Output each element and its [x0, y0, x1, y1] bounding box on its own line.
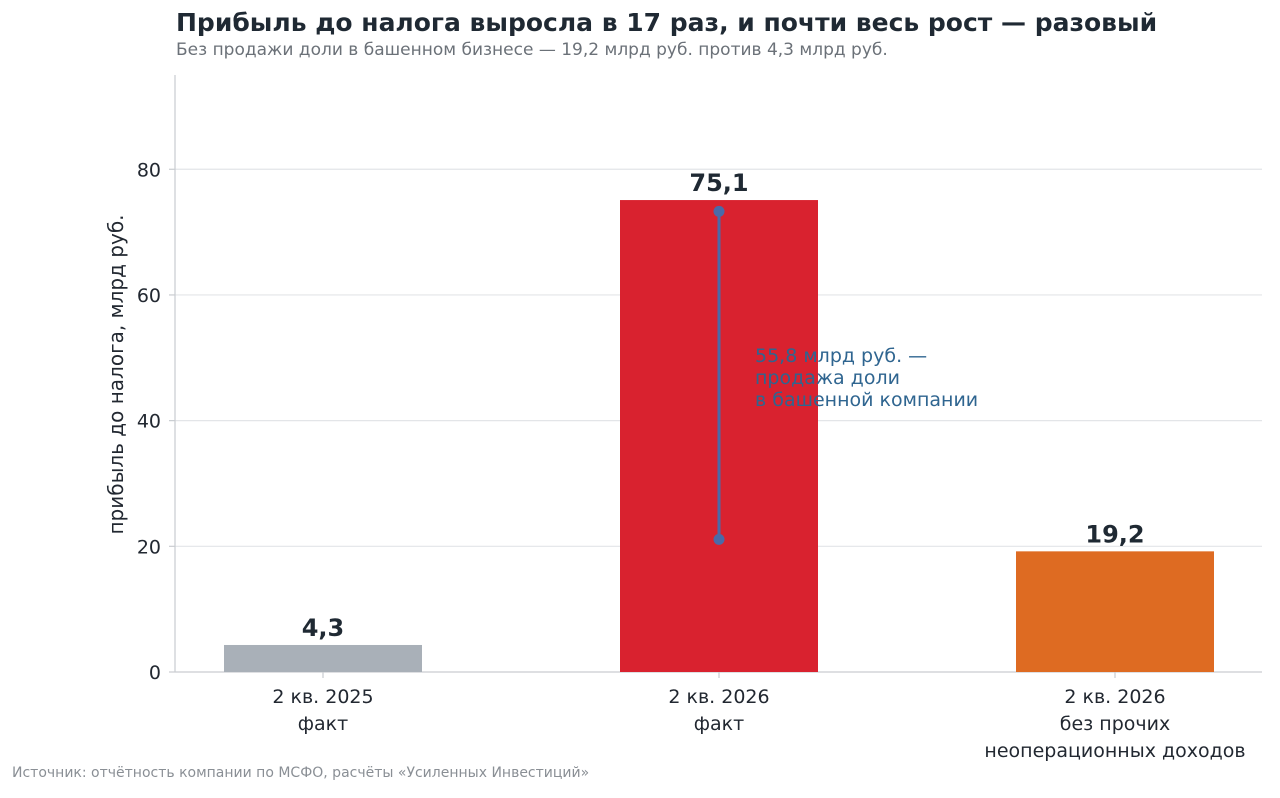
y-tick-label: 60: [137, 285, 161, 307]
annotation-dot-bottom: [713, 533, 725, 545]
chart-subtitle: Без продажи доли в башенном бизнесе — 19…: [176, 40, 888, 60]
value-label: 75,1: [689, 169, 748, 197]
annotation-text: 55,8 млрд руб. —: [755, 345, 927, 367]
x-tick-label: 2 кв. 2025: [272, 686, 373, 708]
y-tick-label: 0: [149, 662, 161, 684]
x-tick-label: неоперационных доходов: [984, 740, 1245, 762]
x-tick-label: факт: [298, 713, 348, 735]
x-tick-label: 2 кв. 2026: [1064, 686, 1165, 708]
y-axis-label: прибыль до налога, млрд руб.: [104, 214, 128, 534]
value-label: 4,3: [302, 614, 345, 642]
annotation-dot-top: [713, 205, 725, 217]
labels: 4,3 2 кв. 2025 факт 75,1 2 кв. 2026 факт 19,2 2…: [272, 169, 1245, 762]
axes: 0 20 40 60 80 прибыль до налога, млрд руб.: [104, 75, 1262, 684]
value-label: 19,2: [1085, 520, 1144, 548]
x-tick-label: без прочих: [1060, 713, 1170, 735]
source-note: Источник: отчётность компании по МСФО, р…: [12, 765, 590, 781]
bar: [1016, 551, 1214, 672]
bar: [224, 644, 422, 672]
x-tick-label: факт: [694, 713, 744, 735]
y-tick-label: 20: [137, 536, 161, 558]
annotation-text: продажа доли: [755, 367, 900, 389]
y-tick-label: 40: [137, 411, 161, 433]
annotation-text: в башенной компании: [755, 389, 978, 411]
chart-title: Прибыль до налога выросла в 17 раз, и по…: [176, 8, 1158, 37]
x-tick-label: 2 кв. 2026: [668, 686, 769, 708]
y-tick-label: 80: [137, 159, 161, 181]
